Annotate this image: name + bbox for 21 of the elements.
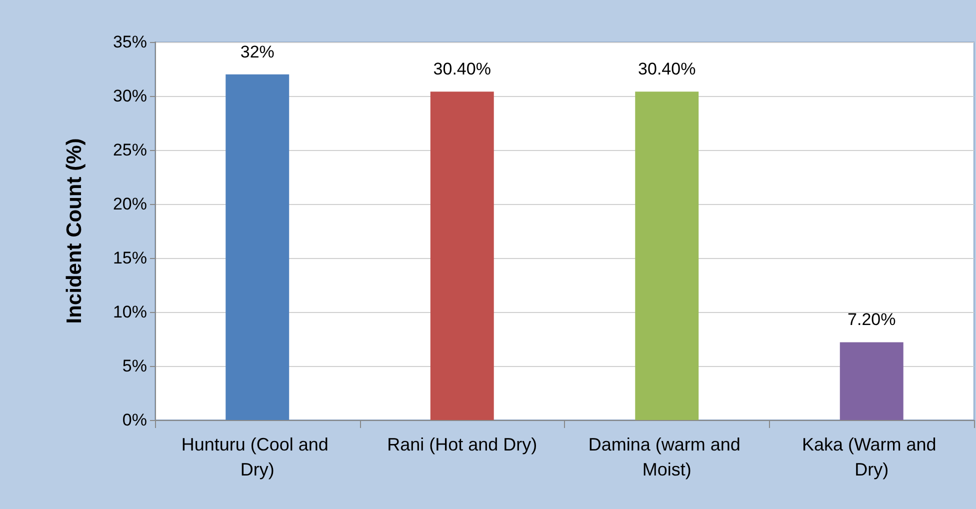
y-tick-label: 0% (122, 410, 147, 430)
data-label: 30.40% (433, 60, 491, 79)
x-tick-label: Damina (warm and Moist) (588, 434, 746, 480)
x-tick-label: Rani (Hot and Dry) (387, 434, 538, 454)
y-tick-label: 10% (112, 302, 147, 322)
bar (840, 342, 904, 420)
x-tick-label: Kaka (Warm and Dry) (802, 434, 942, 480)
bar (226, 74, 290, 420)
y-tick-label: 5% (122, 356, 147, 376)
x-tick-label: Hunturu (Cool and Dry) (181, 434, 334, 480)
y-tick-label: 25% (112, 140, 147, 160)
bar (430, 92, 494, 420)
y-tick-label: 15% (112, 248, 147, 268)
y-tick-label: 20% (112, 194, 147, 214)
data-label: 7.20% (848, 310, 896, 330)
y-axis-title: Incident Count (%) (63, 138, 86, 324)
y-tick-label: 35% (112, 32, 147, 52)
data-label: 32% (240, 42, 274, 62)
bar (635, 92, 699, 420)
y-tick-label: 30% (112, 86, 147, 106)
data-label: 30.40% (638, 60, 696, 79)
